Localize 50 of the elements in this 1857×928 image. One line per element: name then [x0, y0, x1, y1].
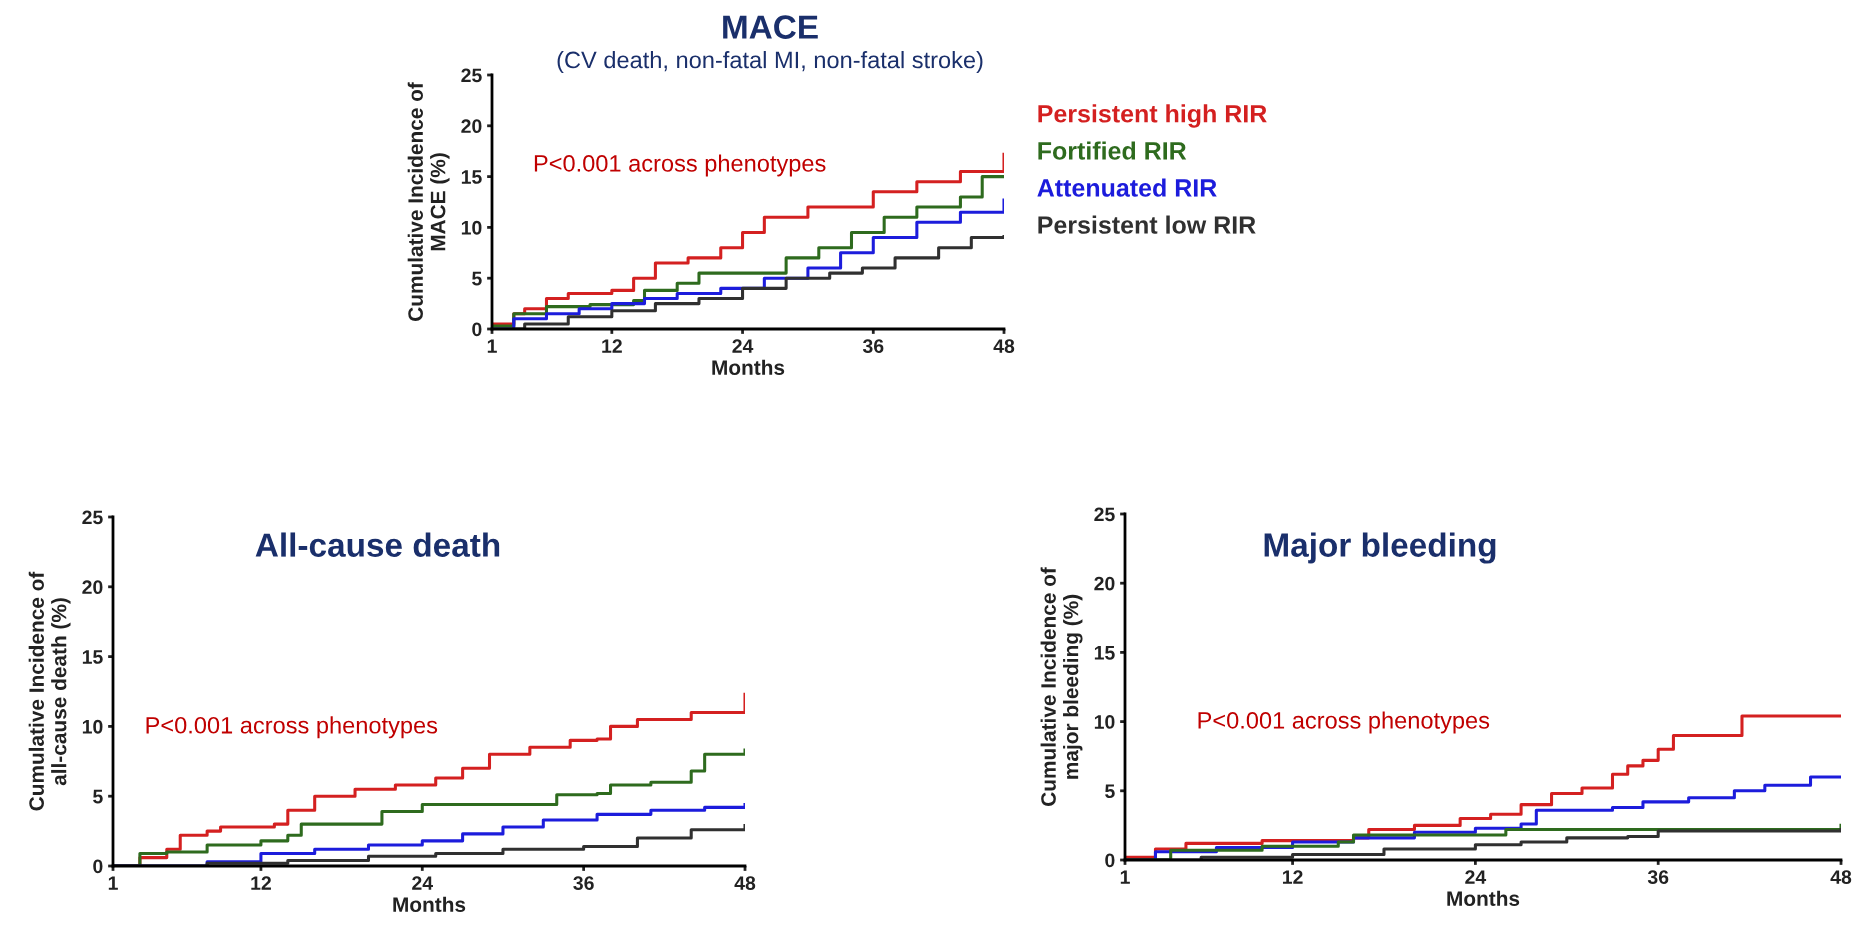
x-tick-label: 24 — [1465, 870, 1487, 884]
x-tick-label: 36 — [1647, 870, 1669, 885]
x-tick-label: 1 — [1120, 870, 1130, 884]
x-tick-label: 36 — [573, 876, 594, 891]
y-axis-title: Cumulative Incidence of MACE (%) — [407, 82, 450, 321]
chart-title: MACE — [723, 15, 818, 39]
x-tick-label: 12 — [602, 339, 622, 353]
y-tick-label: 25 — [1094, 507, 1115, 522]
y-tick-label: 25 — [461, 68, 482, 83]
chart-subtitle: (CV death, non-fatal MI, non-fatal stroke) — [557, 51, 983, 73]
series-label: Attenuated RIR — [1037, 178, 1217, 197]
x-tick-label: 36 — [862, 339, 884, 354]
y-tick-label: 15 — [82, 650, 103, 664]
series-label: Persistent low RIR — [1038, 215, 1256, 234]
y-tick-label: 5 — [1105, 784, 1115, 799]
y-tick-label: 10 — [82, 719, 103, 734]
x-tick-label: 12 — [1282, 870, 1303, 884]
x-axis-title: Months — [393, 896, 466, 912]
y-tick-label: 25 — [82, 510, 103, 525]
y-axis-title: Cumulative Incidence of major bleeding (%) — [1040, 567, 1083, 806]
y-tick-label: 10 — [461, 220, 482, 235]
y-tick-label: 5 — [93, 789, 103, 804]
y-tick-label: 5 — [472, 271, 482, 286]
x-tick-label: 48 — [993, 339, 1015, 353]
y-tick-label: 0 — [93, 859, 103, 874]
text: Major bleeding — [1264, 532, 1496, 564]
chart-title: All-cause death — [255, 532, 500, 557]
series-label: Persistent high RIR — [1038, 104, 1267, 128]
x-tick-label: 12 — [251, 876, 271, 890]
x-tick-label: 24 — [732, 339, 754, 353]
y-tick-label: 10 — [1094, 715, 1115, 729]
y-tick-label: 20 — [82, 580, 103, 595]
annotation: P<0.001 across phenotypes — [534, 154, 826, 177]
x-axis-title: Months — [1447, 890, 1520, 906]
series-label: Fortified RIR — [1038, 141, 1187, 160]
y-tick-label: 0 — [1105, 853, 1115, 868]
x-tick-label: 48 — [1830, 870, 1852, 884]
y-tick-label: 0 — [472, 322, 482, 337]
x-tick-label: 1 — [487, 339, 497, 353]
annotation: P<0.001 across phenotypes — [146, 716, 438, 739]
y-axis-title: Cumulative Incidence of all-cause death (%) — [28, 571, 71, 811]
x-axis-title: Months — [712, 359, 785, 375]
annotation: P<0.001 across phenotypes — [1198, 711, 1490, 734]
y-tick-label: 20 — [1094, 576, 1115, 591]
y-tick-label: 15 — [1094, 646, 1115, 660]
x-tick-label: 1 — [108, 876, 118, 890]
y-tick-label: 20 — [461, 119, 482, 134]
x-tick-label: 24 — [412, 876, 433, 890]
x-tick-label: 48 — [734, 876, 756, 890]
y-tick-label: 15 — [461, 170, 482, 184]
